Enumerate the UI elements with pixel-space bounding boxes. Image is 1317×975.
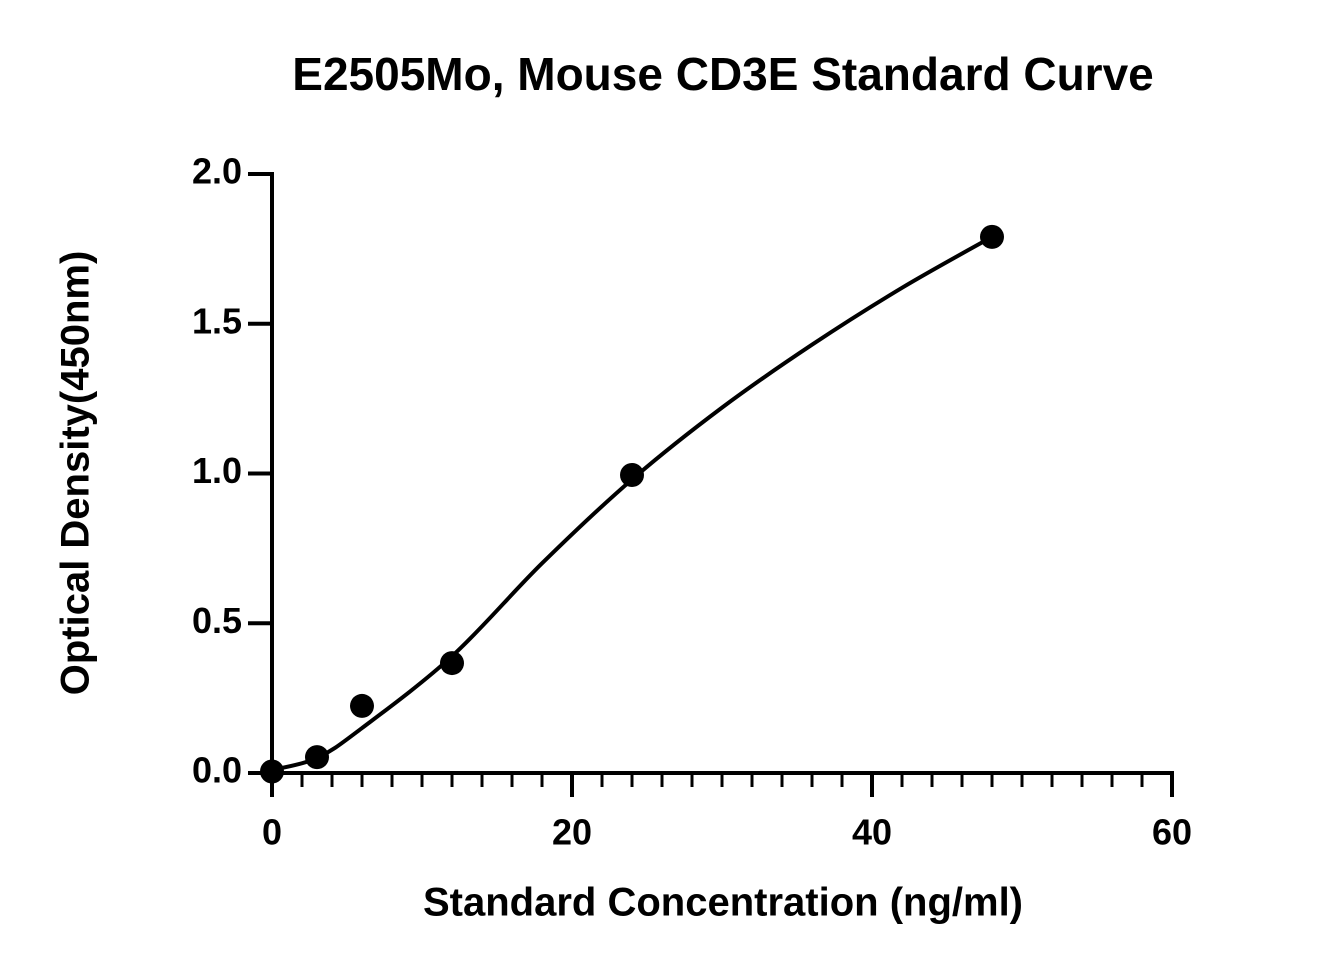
y-tick-label: 2.0 [192, 151, 242, 192]
x-tick-label: 40 [852, 812, 892, 853]
y-tick-label: 0.0 [192, 750, 242, 791]
data-point [350, 693, 374, 718]
data-point [620, 462, 644, 487]
data-point [260, 759, 284, 784]
y-tick-label: 1.0 [192, 450, 242, 491]
y-tick-label: 0.5 [192, 600, 242, 641]
y-axis-label: Optical Density(450nm) [54, 251, 98, 696]
x-tick-label: 60 [1152, 812, 1192, 853]
data-point [980, 224, 1004, 249]
fit-curve [271, 235, 993, 772]
y-tick-label: 1.5 [192, 300, 242, 341]
chart-title: E2505Mo, Mouse CD3E Standard Curve [292, 48, 1153, 100]
x-tick-label: 0 [262, 812, 282, 853]
x-tick-label: 20 [552, 812, 592, 853]
data-point [305, 745, 329, 770]
x-axis-label: Standard Concentration (ng/ml) [423, 881, 1023, 925]
data-point [440, 651, 464, 676]
